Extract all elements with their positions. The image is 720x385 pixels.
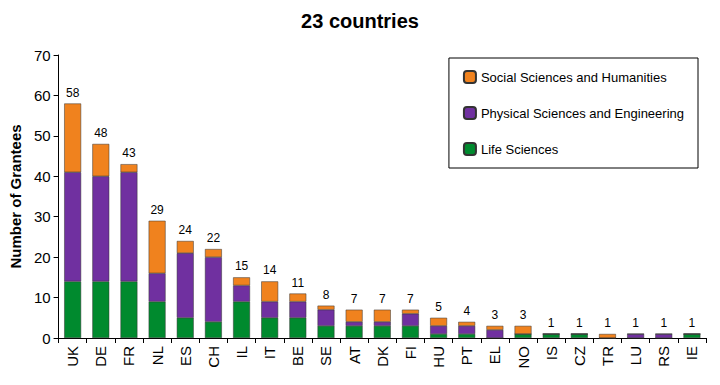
svg-text:1: 1 (632, 316, 639, 330)
svg-text:IE: IE (683, 346, 700, 360)
svg-text:14: 14 (263, 263, 277, 277)
svg-text:24: 24 (179, 223, 193, 237)
svg-text:EL: EL (486, 346, 503, 364)
svg-text:7: 7 (407, 292, 414, 306)
svg-text:1: 1 (689, 316, 696, 330)
svg-text:CH: CH (205, 346, 222, 368)
svg-text:10: 10 (34, 289, 51, 306)
svg-text:CZ: CZ (571, 346, 588, 366)
svg-text:4: 4 (463, 304, 470, 318)
svg-text:23 countries: 23 countries (301, 10, 419, 32)
svg-text:PT: PT (458, 346, 475, 365)
svg-text:0: 0 (42, 330, 50, 347)
svg-text:IT: IT (261, 346, 278, 359)
svg-text:58: 58 (66, 86, 80, 100)
svg-text:7: 7 (379, 292, 386, 306)
svg-text:NO: NO (515, 346, 532, 369)
svg-text:BE: BE (289, 346, 306, 366)
svg-text:TR: TR (599, 346, 616, 366)
svg-text:48: 48 (94, 126, 108, 140)
svg-text:Social Sciences and Humanities: Social Sciences and Humanities (481, 70, 667, 85)
svg-text:15: 15 (235, 259, 249, 273)
svg-text:22: 22 (207, 231, 221, 245)
svg-text:FI: FI (402, 346, 419, 359)
svg-text:5: 5 (435, 300, 442, 314)
svg-text:43: 43 (122, 146, 136, 160)
svg-text:11: 11 (292, 276, 305, 290)
svg-text:SE: SE (317, 346, 334, 366)
svg-text:1: 1 (604, 316, 611, 330)
svg-text:70: 70 (34, 47, 51, 64)
svg-text:IL: IL (233, 346, 250, 359)
svg-text:1: 1 (576, 316, 583, 330)
svg-text:ES: ES (177, 346, 194, 366)
svg-text:Number of Grantees: Number of Grantees (7, 124, 24, 268)
svg-text:Life Sciences: Life Sciences (481, 142, 559, 157)
svg-text:3: 3 (520, 308, 527, 322)
svg-text:8: 8 (323, 288, 330, 302)
svg-text:DE: DE (92, 346, 109, 367)
svg-text:LU: LU (627, 346, 644, 365)
svg-text:Physical Sciences and Engineer: Physical Sciences and Engineering (481, 106, 684, 121)
svg-text:AT: AT (346, 346, 363, 364)
svg-text:30: 30 (34, 208, 51, 225)
svg-text:60: 60 (34, 87, 51, 104)
svg-text:3: 3 (492, 308, 499, 322)
svg-text:40: 40 (34, 168, 51, 185)
svg-text:HU: HU (430, 346, 447, 368)
svg-text:1: 1 (548, 316, 555, 330)
svg-text:NL: NL (149, 346, 166, 365)
svg-text:DK: DK (374, 346, 391, 367)
svg-text:1: 1 (660, 316, 667, 330)
svg-text:29: 29 (150, 203, 164, 217)
svg-text:FR: FR (120, 346, 137, 366)
svg-text:7: 7 (351, 292, 358, 306)
svg-text:20: 20 (34, 249, 51, 266)
svg-text:IS: IS (543, 346, 560, 360)
svg-text:50: 50 (34, 127, 51, 144)
svg-text:RS: RS (655, 346, 672, 367)
svg-text:UK: UK (64, 346, 81, 367)
